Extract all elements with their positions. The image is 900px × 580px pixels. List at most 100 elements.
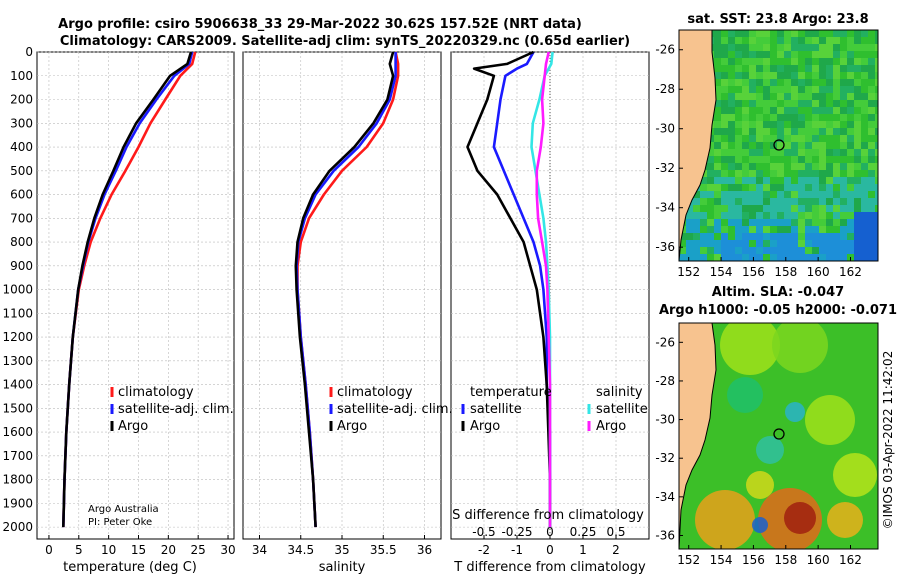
sst-cell [861,212,868,219]
sst-cell [784,198,791,205]
sst-cell [868,72,875,79]
sst-cell [812,191,819,198]
sst-cell [693,212,700,219]
sst-cell [763,79,770,86]
sst-cell [805,44,812,51]
sst-cell [833,65,840,72]
sst-cell [791,254,798,261]
sst-cell [868,65,875,72]
sst-cell [763,93,770,100]
sst-cell [812,79,819,86]
sst-cell [721,142,728,149]
sst-cell [875,163,878,170]
depth-tick-label: 1500 [2,401,33,415]
sst-cell [819,240,826,247]
sst-cell [756,205,763,212]
sst-cell [805,30,812,37]
sst-cell [791,233,798,240]
sst-cell [777,163,784,170]
sst-cell [791,142,798,149]
temperature-legend: climatology satellite-adj. clim. Argo [110,385,234,434]
sst-cell [714,100,721,107]
sst-cell [840,170,847,177]
sst-cell [826,247,833,254]
sst-cell [784,247,791,254]
sst-cell [861,114,868,121]
sst-cell [721,128,728,135]
sst-cell [735,128,742,135]
sst-cell [861,37,868,44]
sst-cell [868,93,875,100]
sst-cell [756,233,763,240]
sst-cell [791,198,798,205]
sst-cell [770,114,777,121]
difference-ticks: -2 -1 0 1 2 -0.5 -0.25 0 0.25 0.5 [472,525,625,557]
sst-cell [819,254,826,261]
sst-cell [742,212,749,219]
sst-cell [714,142,721,149]
sst-cell [721,254,728,261]
sst-cell [777,198,784,205]
sst-cell [868,226,875,233]
map-y-tick-label: -26 [655,43,675,57]
sla-blob [785,402,805,422]
sst-cell [847,184,854,191]
x-tick-label: 5 [75,543,83,557]
sst-cell [826,233,833,240]
sst-cell [861,30,868,37]
sst-cell [721,30,728,37]
sst-map: sat. SST: 23.8 Argo: 23.8 152 154 156 158 16… [655,12,879,279]
temperature-axes-box [36,51,235,540]
sst-cell [798,149,805,156]
sst-cell [819,114,826,121]
sst-cell [763,240,770,247]
temperature-panel: 0100200300400500600700800900100011001200… [2,45,235,575]
sst-cell [819,58,826,65]
sst-cell [700,184,707,191]
map-x-tick-label: 160 [807,265,830,279]
sst-cell [770,191,777,198]
sst-cell [777,107,784,114]
sst-cell [812,114,819,121]
map-y-tick-label: -30 [655,413,675,427]
sst-cell [728,30,735,37]
sst-cell [714,205,721,212]
sst-cell [791,128,798,135]
salinity-grid [243,51,441,539]
sla-blob [827,502,863,538]
sst-cell [819,107,826,114]
sst-cell [763,156,770,163]
sst-cell [798,121,805,128]
sst-cell [826,44,833,51]
sst-cell [735,93,742,100]
sst-cell [728,51,735,58]
sst-cell [868,254,875,261]
sst-cell [875,226,878,233]
sst-cell [868,44,875,51]
sst-cell [742,163,749,170]
sst-cell [847,191,854,198]
sst-cell [721,240,728,247]
sst-cell [721,100,728,107]
sst-cell [721,205,728,212]
sst-cell [819,79,826,86]
x-tick-label: 30 [220,543,235,557]
sst-cell [840,72,847,79]
sst-cell [791,51,798,58]
sst-cell [714,107,721,114]
sst-cell [875,128,878,135]
sst-cell [861,86,868,93]
sst-cell [777,44,784,51]
sst-cell [707,254,714,261]
sst-cell [854,114,861,121]
x-tick-label: 0 [45,543,53,557]
sst-cell [770,240,777,247]
sst-cell [840,184,847,191]
sst-cell [854,107,861,114]
sst-cell [812,219,819,226]
sst-cell [686,219,693,226]
sst-cell [742,177,749,184]
sst-cell [805,233,812,240]
sst-cell [742,226,749,233]
legend-label-sal-satellite: satellite [596,402,648,417]
